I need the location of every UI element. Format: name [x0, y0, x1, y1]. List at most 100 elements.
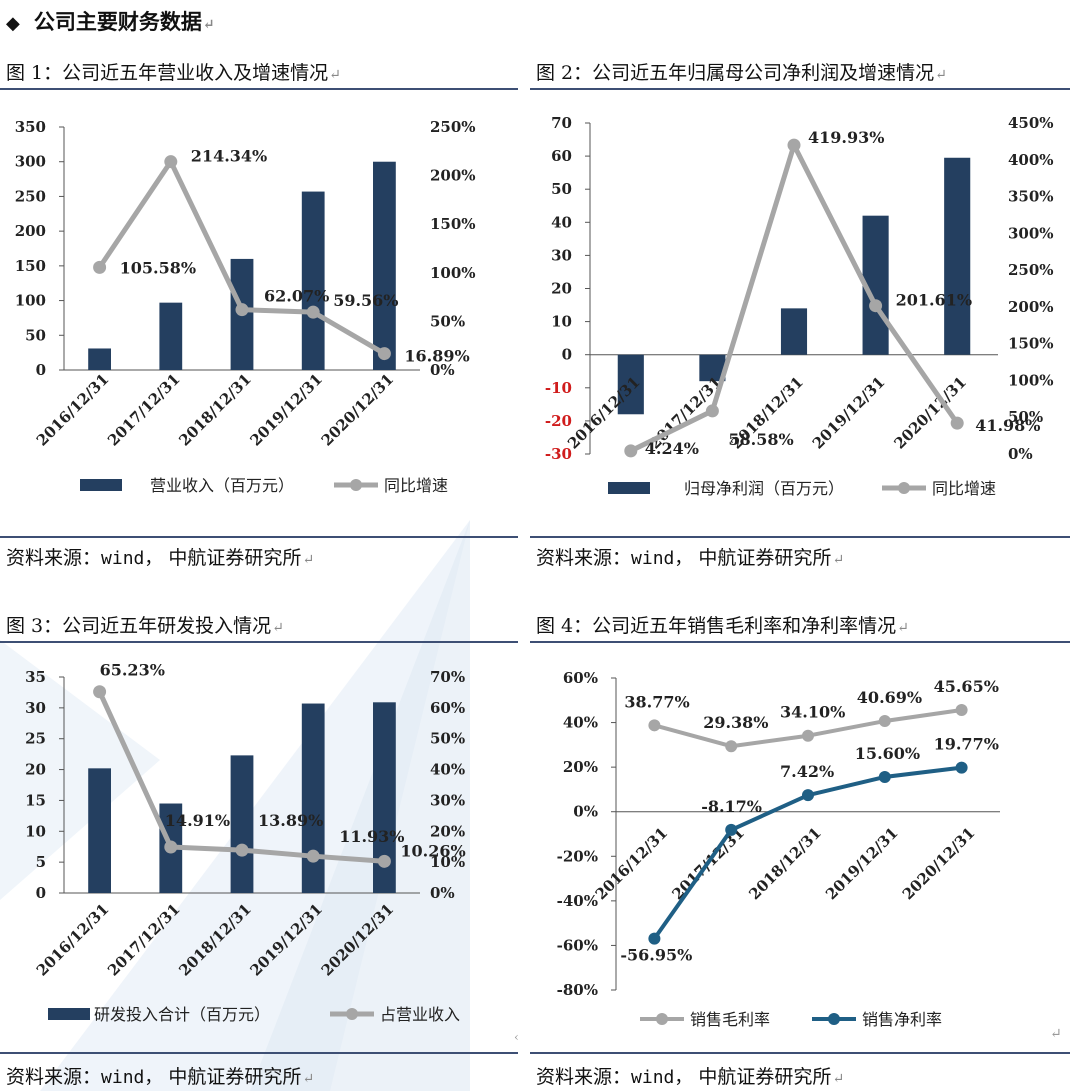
- figure-1-source: 资料来源：wind， 中航证券研究所↵: [6, 543, 314, 570]
- figure-1-bottom-rule: [0, 536, 518, 538]
- growth-point-2019/12/31: [306, 849, 320, 863]
- figure-1-top-rule: [0, 88, 518, 90]
- figure-2-source: 资料来源：wind， 中航证券研究所↵: [536, 543, 844, 570]
- growth-data-label: 214.34%: [191, 147, 267, 166]
- data-label: 15.60%: [855, 744, 920, 763]
- point-销售毛利率-2019/12/31: [878, 715, 891, 728]
- point-销售毛利率-2016/12/31: [648, 719, 661, 732]
- left-axis-tick-label: -60%: [557, 936, 598, 954]
- growth-data-label: 4.24%: [645, 439, 699, 458]
- bar-2016/12/31: [88, 768, 111, 893]
- right-axis-tick-label: 70%: [430, 668, 465, 686]
- legend-line-marker: [898, 482, 910, 494]
- growth-point-2017/12/31: [164, 840, 178, 854]
- figure-4-chart: -80% -60% -40% -20% 0% 20% 40% 60% 2016/12/31 201…: [557, 669, 1000, 1029]
- category-label: 2020/12/31: [318, 900, 398, 980]
- growth-data-label: 11.93%: [339, 827, 404, 846]
- legend-bar-swatch: [48, 1008, 90, 1020]
- category-label: 2016/12/31: [33, 370, 113, 450]
- right-axis-tick-label: 30%: [430, 791, 465, 809]
- growth-point-2019/12/31: [869, 299, 883, 313]
- left-axis-tick-label: -20: [545, 412, 572, 430]
- left-axis-tick-label: 20%: [563, 758, 598, 776]
- section-heading-text: 公司主要财务数据: [33, 9, 202, 34]
- bar-2020/12/31: [373, 161, 396, 370]
- legend-label: 销售毛利率: [690, 1010, 770, 1029]
- source-prefix: 资料来源：: [536, 1066, 632, 1088]
- right-axis-tick-label: 350%: [1008, 188, 1054, 206]
- right-axis-tick-label: 60%: [430, 699, 465, 717]
- point-销售毛利率-2020/12/31: [955, 703, 968, 716]
- category-label: 2018/12/31: [175, 900, 255, 980]
- left-axis-tick-label: 0%: [573, 803, 598, 821]
- figure-3-title: 图 3：公司近五年研发投入情况↵: [6, 611, 284, 638]
- source-prefix: 资料来源：: [6, 547, 102, 569]
- growth-data-label: 201.61%: [896, 291, 972, 310]
- left-axis-tick-label: 70: [551, 114, 572, 132]
- left-axis-tick-label: 5: [36, 853, 46, 871]
- figure-3-top-rule: [0, 641, 518, 643]
- right-axis-tick-label: 200%: [1008, 298, 1054, 316]
- return-mark-icon: ↵: [302, 1071, 315, 1087]
- right-axis-tick-label: 250%: [430, 118, 476, 136]
- left-axis-tick-label: 30: [551, 246, 572, 264]
- point-销售净利率-2018/12/31: [802, 789, 814, 802]
- data-label: 19.77%: [934, 735, 999, 754]
- left-axis-tick-label: 60: [551, 147, 572, 165]
- left-axis-tick-label: 35: [25, 668, 46, 686]
- growth-point-2020/12/31: [377, 854, 391, 868]
- figure-2-bottom-rule: [530, 536, 1070, 538]
- return-mark-icon: ↵: [329, 67, 341, 83]
- source-database: wind，: [101, 1067, 163, 1088]
- data-label: 29.38%: [703, 713, 768, 732]
- right-axis-tick-label: 450%: [1008, 114, 1054, 132]
- bar-2019/12/31: [301, 703, 325, 893]
- legend-line-marker: [346, 1008, 358, 1020]
- left-axis-tick-label: 200: [15, 222, 46, 240]
- right-axis-tick-label: 0%: [1008, 445, 1033, 463]
- growth-data-label: 13.89%: [258, 811, 323, 830]
- figure-2-top-rule: [530, 88, 1070, 90]
- right-axis-tick-label: 50%: [430, 730, 465, 748]
- left-axis-tick-label: 0: [36, 361, 46, 379]
- figure-3-bottom-rule: [0, 1052, 518, 1054]
- figure-2-chart: -30 -20 -10 0 10 20 30 40 50 60 70 0% 50% 100% 150% 200…: [545, 114, 1054, 498]
- left-axis-tick-label: 40%: [563, 714, 598, 732]
- category-label: 2019/12/31: [822, 824, 902, 904]
- data-label: 40.69%: [857, 688, 922, 707]
- growth-data-label: 419.93%: [808, 128, 884, 147]
- growth-data-label: 16.89%: [404, 347, 469, 366]
- legend-bar-swatch: [80, 479, 122, 491]
- growth-point-2016/12/31: [624, 444, 638, 458]
- data-label: 7.42%: [780, 762, 834, 781]
- left-axis-tick-label: -10: [545, 379, 572, 397]
- point-销售毛利率-2017/12/31: [725, 740, 738, 753]
- left-axis-tick-label: -40%: [557, 892, 598, 910]
- category-label: 2018/12/31: [175, 370, 255, 450]
- right-axis-tick-label: 40%: [430, 761, 465, 779]
- figure-4-top-rule: [530, 641, 1070, 643]
- bar-2018/12/31: [230, 755, 254, 893]
- return-mark-icon: ↵: [935, 67, 947, 83]
- figure-4-source: 资料来源：wind， 中航证券研究所↵: [536, 1062, 844, 1089]
- source-prefix: 资料来源：: [6, 1066, 102, 1088]
- legend-line-label: 同比增速: [384, 476, 448, 495]
- point-销售净利率-2020/12/31: [955, 761, 968, 774]
- left-axis-tick-label: 10: [551, 313, 572, 331]
- category-label: 2020/12/31: [318, 370, 398, 450]
- source-prefix: 资料来源：: [536, 547, 632, 569]
- right-axis-tick-label: 250%: [1008, 261, 1054, 279]
- legend-label: 销售净利率: [862, 1010, 942, 1029]
- right-axis-tick-label: 400%: [1008, 151, 1054, 169]
- right-axis-tick-label: 100%: [430, 264, 476, 282]
- growth-point-2016/12/31: [93, 685, 107, 699]
- point-销售毛利率-2018/12/31: [802, 729, 814, 742]
- growth-point-2020/12/31: [377, 347, 391, 361]
- growth-point-2017/12/31: [164, 155, 178, 169]
- section-heading: ◆ 公司主要财务数据↵: [6, 6, 215, 36]
- growth-point-2019/12/31: [306, 305, 320, 319]
- left-axis-tick-label: 350: [15, 118, 46, 136]
- source-suffix: 中航证券研究所: [698, 1066, 832, 1088]
- return-mark-icon: ↵: [832, 552, 845, 568]
- left-axis-tick-label: 25: [25, 730, 46, 748]
